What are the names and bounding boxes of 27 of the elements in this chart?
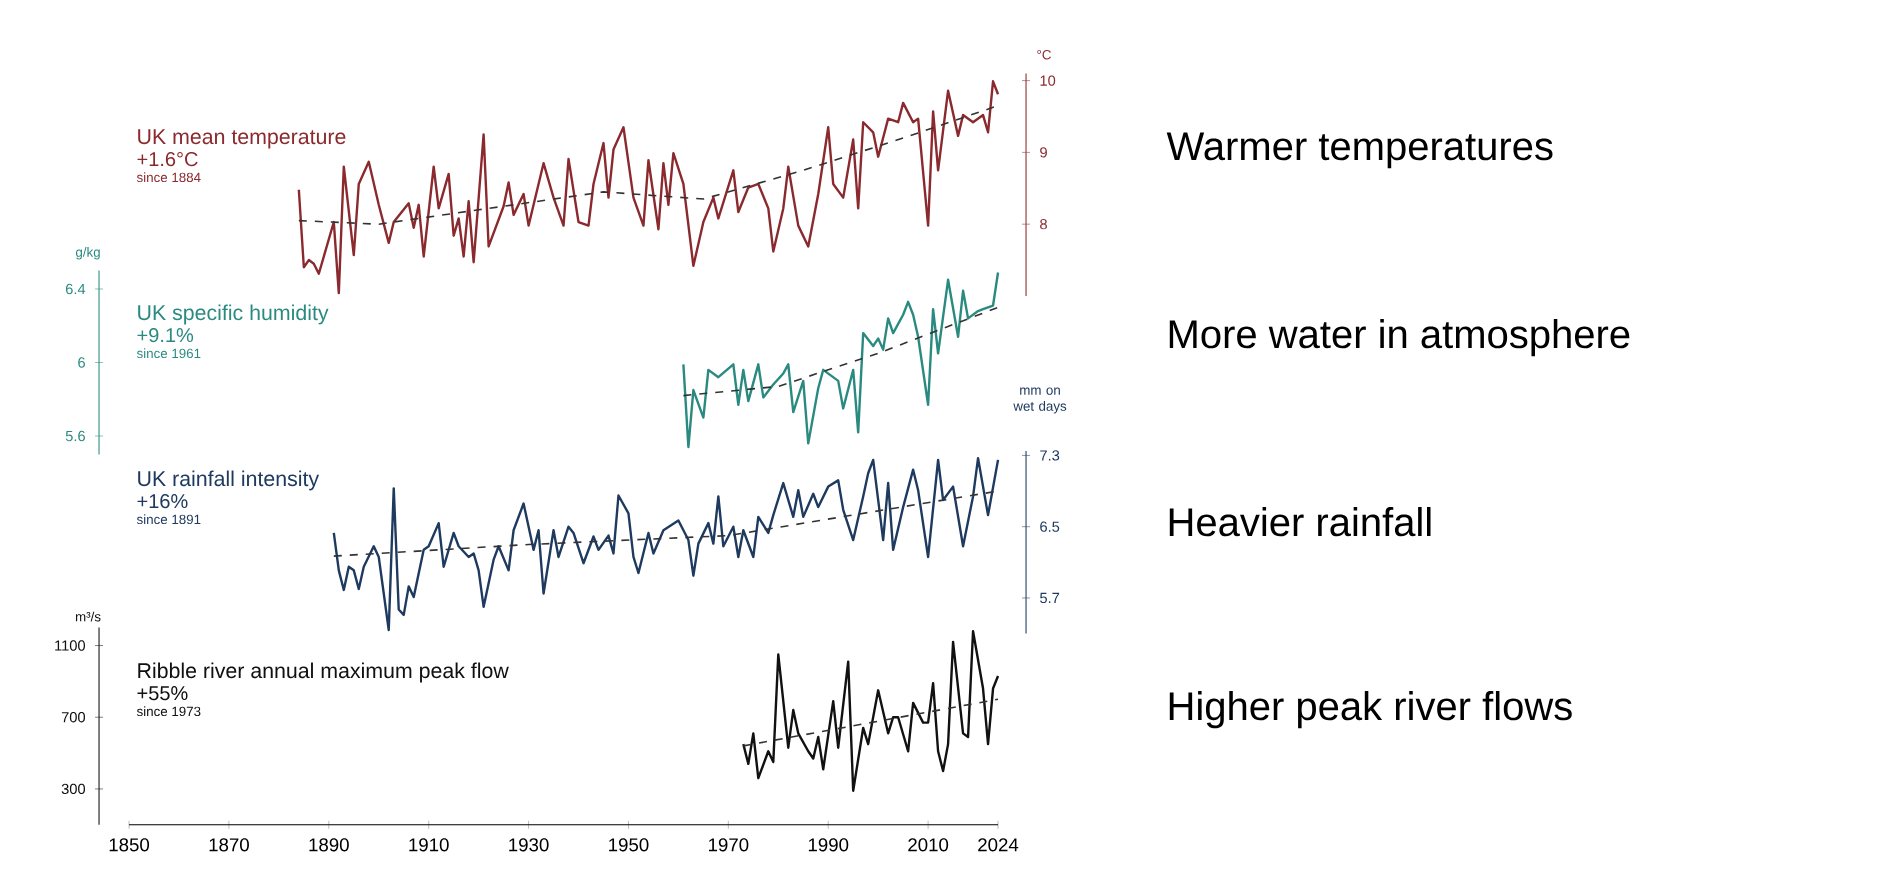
text: Warmer temperatures [1166, 132, 1553, 169]
line-series [682, 306, 999, 397]
x-tick-label: 1890 [309, 838, 349, 852]
line-series [333, 490, 999, 557]
annotation: +16% [137, 494, 188, 509]
annotation: +9.1% [137, 328, 194, 343]
x-tick-label: 1990 [808, 838, 849, 852]
x-tick-label: 1930 [509, 838, 549, 852]
line-series [332, 456, 1000, 632]
line-series [682, 271, 1000, 449]
x-tick-label: 1850 [109, 838, 150, 852]
text: UK rainfall intensity [138, 470, 320, 491]
annotation: +1.6°C [137, 152, 198, 167]
text: Heavier rainfall [1169, 507, 1431, 537]
x-tick-label: 1910 [409, 838, 449, 852]
text: Ribble river annual maximum peak flow [138, 662, 509, 683]
text: Higher peak river flows [1169, 691, 1572, 729]
x-tick-label: 1870 [209, 838, 249, 852]
x-tick-label: 2024 [978, 838, 1019, 852]
line-series [742, 629, 1000, 792]
x-tick-label: 1970 [709, 838, 749, 852]
x-tick-label: 2010 [908, 838, 949, 852]
x-tick-label: 1950 [609, 838, 649, 852]
text: UK mean temperature [138, 129, 346, 149]
annotation: +55% [137, 686, 188, 701]
text: UK specific humidity [138, 304, 329, 325]
text: More water in atmosphere [1169, 319, 1630, 357]
